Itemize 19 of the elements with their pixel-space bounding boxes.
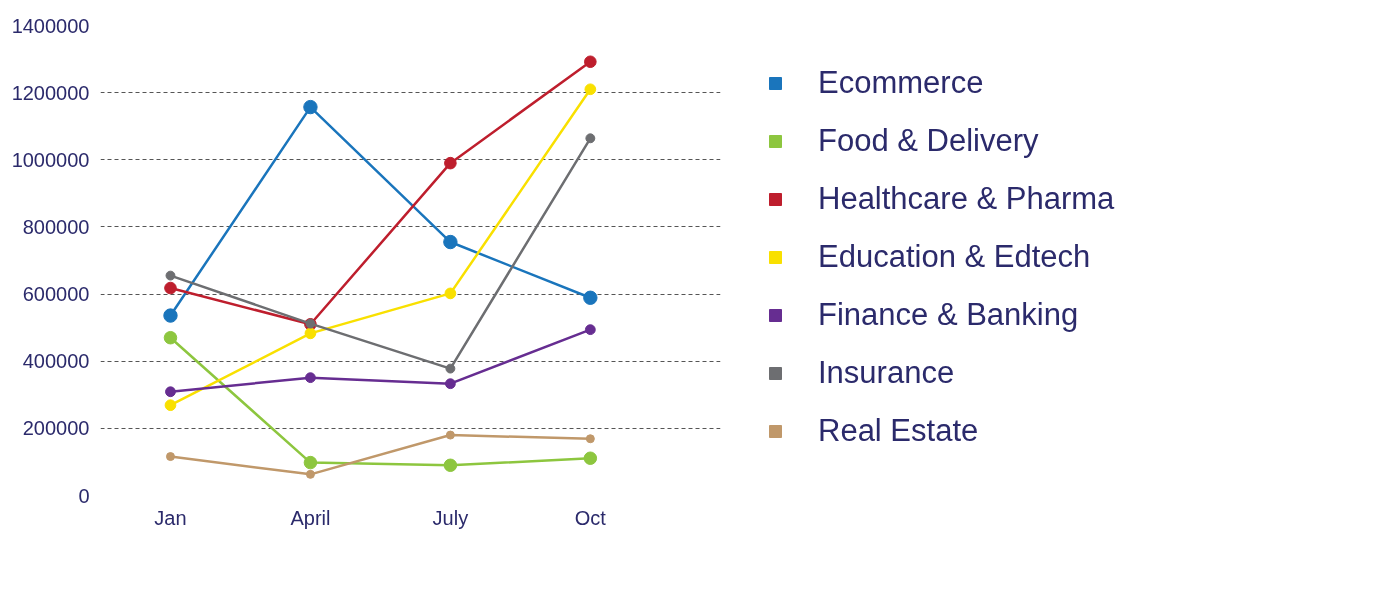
legend-label: Real Estate — [818, 413, 979, 449]
legend-label: Healthcare & Pharma — [818, 181, 1115, 217]
legend-label: Food & Delivery — [818, 123, 1039, 159]
y-tick-label: 800000 — [22, 215, 90, 238]
x-tick-label: Jan — [154, 506, 187, 529]
y-tick-label: 400000 — [22, 350, 90, 373]
legend-label: Ecommerce — [818, 65, 984, 101]
y-tick-label: 0 — [78, 484, 90, 507]
x-tick-label: July — [432, 506, 469, 529]
legend-label: Finance & Banking — [818, 297, 1079, 333]
y-tick-label: 1200000 — [11, 81, 90, 104]
y-tick-label: 1400000 — [11, 14, 90, 37]
x-tick-label: April — [290, 506, 331, 529]
y-tick-label: 1000000 — [11, 148, 90, 171]
y-tick-label: 600000 — [22, 283, 90, 306]
legend-label: Insurance — [818, 355, 955, 391]
x-tick-label: Oct — [574, 506, 607, 529]
y-tick-label: 200000 — [22, 417, 90, 440]
legend-label: Education & Edtech — [818, 239, 1091, 275]
